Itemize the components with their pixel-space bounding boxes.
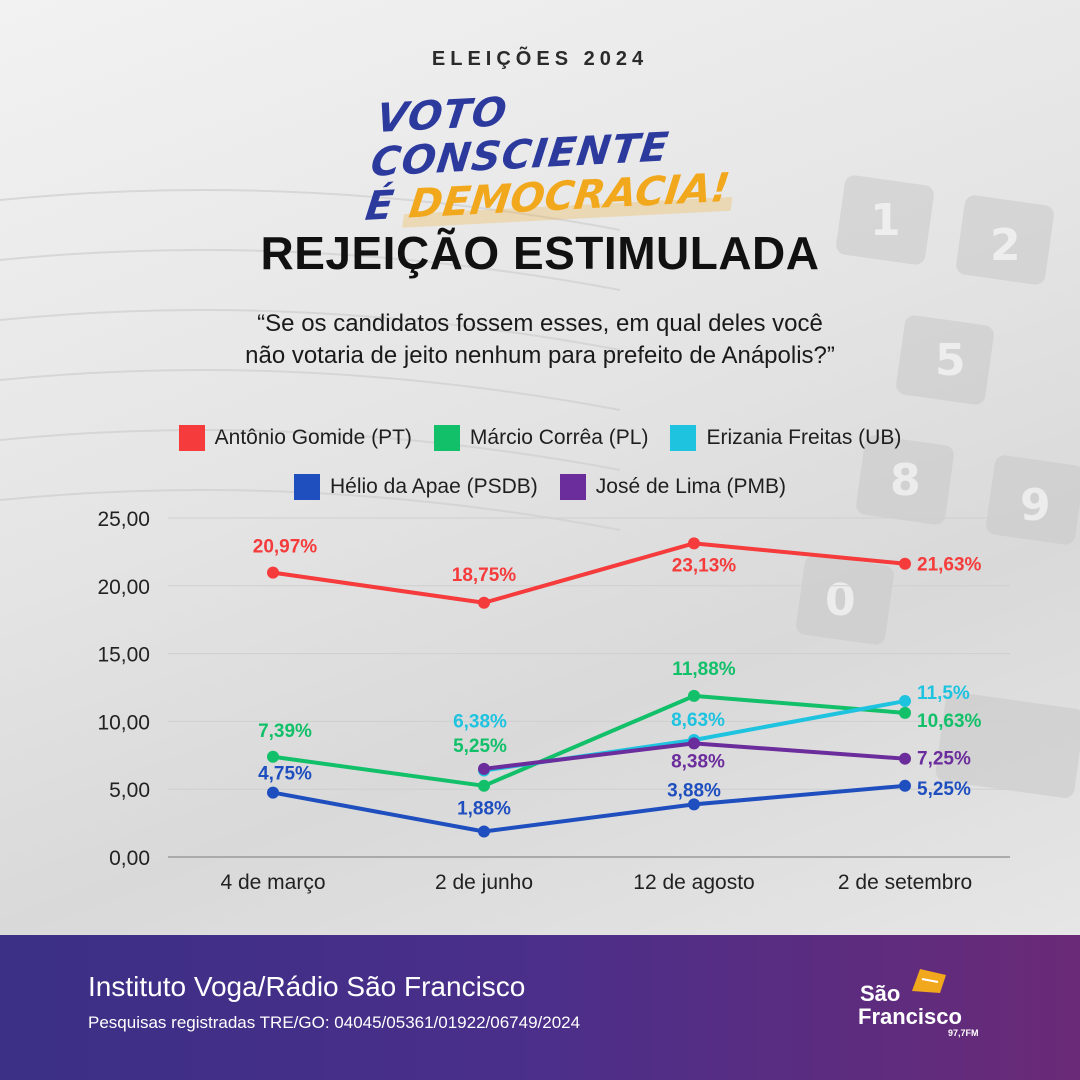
y-tick-label: 15,00 xyxy=(97,644,150,667)
data-label: 11,88% xyxy=(672,659,735,680)
slogan-e: É xyxy=(362,182,397,230)
data-point xyxy=(899,779,911,792)
data-label: 8,38% xyxy=(671,751,725,772)
data-point xyxy=(478,825,490,838)
x-tick-label: 12 de agosto xyxy=(633,871,754,894)
legend-item: Erizania Freitas (UB) xyxy=(670,425,901,451)
legend-item: Hélio da Apae (PSDB) xyxy=(293,474,538,500)
data-label: 4,75% xyxy=(258,764,312,785)
legend-label: Erizania Freitas (UB) xyxy=(706,426,902,449)
data-point xyxy=(688,537,700,550)
legend-swatch xyxy=(559,474,586,500)
series-line xyxy=(272,693,906,788)
svg-text:5: 5 xyxy=(935,335,966,386)
data-label: 7,25% xyxy=(917,749,971,770)
data-label: 18,75% xyxy=(452,565,517,586)
data-point xyxy=(478,779,490,792)
line-chart: 0,00 5,00 10,00 15,00 20,00 25,00 4 de março 2 … xyxy=(97,508,1010,894)
y-tick-label: 25,00 xyxy=(97,508,150,531)
page-title: REJEIÇÃO ESTIMULADA xyxy=(260,227,820,279)
legend-label: Márcio Corrêa (PL) xyxy=(469,426,649,449)
registration-text: Pesquisas registradas TRE/GO: 04045/0536… xyxy=(88,1013,581,1032)
svg-text:9: 9 xyxy=(1020,480,1051,531)
slogan-logo: VOTO CONSCIENTE É DEMOCRACIA! xyxy=(362,79,737,237)
legend-label: José de Lima (PMB) xyxy=(595,475,786,498)
logo-line1: São xyxy=(860,981,901,1006)
data-point xyxy=(688,798,700,811)
legend-item: José de Lima (PMB) xyxy=(559,474,786,500)
data-label: 5,25% xyxy=(917,779,971,800)
footer-bar: Instituto Voga/Rádio São Francisco Pesqu… xyxy=(0,935,1080,1080)
legend-row2: Hélio da Apae (PSDB) José de Lima (PMB) xyxy=(0,474,1080,500)
series-line xyxy=(272,541,906,605)
legend-item: Márcio Corrêa (PL) xyxy=(433,425,649,451)
data-point xyxy=(688,689,700,702)
legend-swatch xyxy=(293,474,320,500)
y-tick-label: 20,00 xyxy=(97,576,150,599)
data-label: 21,63% xyxy=(917,555,982,576)
data-point xyxy=(478,762,490,775)
data-point xyxy=(688,737,700,750)
question-line2: não votaria de jeito nenhum para prefeit… xyxy=(245,342,835,369)
series-line xyxy=(272,783,906,834)
eyebrow-label: ELEIÇÕES 2024 xyxy=(431,48,649,70)
legend-swatch xyxy=(670,425,697,451)
question-line1: “Se os candidatos fossem esses, em qual … xyxy=(257,310,823,337)
radio-logo: São Francisco 97,7FM xyxy=(858,965,988,1045)
logo-frequency: 97,7FM xyxy=(948,1028,979,1038)
y-tick-label: 0,00 xyxy=(109,847,150,870)
data-label: 8,63% xyxy=(671,710,725,731)
data-point xyxy=(267,786,279,799)
svg-text:8: 8 xyxy=(890,455,921,506)
x-tick-label: 2 de junho xyxy=(435,871,533,894)
data-label: 7,39% xyxy=(258,721,312,742)
data-point xyxy=(899,752,911,765)
svg-text:1: 1 xyxy=(870,195,901,246)
survey-question: “Se os candidatos fossem esses, em qual … xyxy=(0,308,1080,372)
data-label: 6,38% xyxy=(453,711,507,732)
data-label: 20,97% xyxy=(253,537,318,558)
x-tick-label: 4 de março xyxy=(220,871,325,894)
data-point xyxy=(899,695,911,708)
data-label: 11,5% xyxy=(917,683,970,704)
legend-label: Hélio da Apae (PSDB) xyxy=(329,475,538,498)
svg-text:0: 0 xyxy=(825,575,856,626)
data-point xyxy=(267,566,279,579)
legend-swatch xyxy=(433,425,460,451)
data-label: 3,88% xyxy=(667,780,721,801)
svg-text:2: 2 xyxy=(990,220,1021,271)
data-point xyxy=(899,557,911,570)
background-photo: 1 2 5 8 9 0 xyxy=(0,0,1080,935)
radio-wave-icon xyxy=(912,969,946,993)
data-label: 10,63% xyxy=(917,711,982,732)
source-text: Instituto Voga/Rádio São Francisco xyxy=(88,971,526,1002)
logo-line2: Francisco xyxy=(858,1004,962,1029)
data-label: 1,88% xyxy=(457,799,511,820)
data-point xyxy=(899,706,911,719)
y-tick-label: 10,00 xyxy=(97,711,150,734)
legend-label: Antônio Gomide (PT) xyxy=(214,426,412,449)
data-point xyxy=(478,596,490,609)
x-tick-label: 2 de setembro xyxy=(838,871,972,894)
y-tick-label: 5,00 xyxy=(109,779,150,802)
legend-item: Antônio Gomide (PT) xyxy=(178,425,412,451)
legend-swatch xyxy=(178,425,205,451)
data-label: 23,13% xyxy=(672,555,737,576)
legend-row1: Antônio Gomide (PT) Márcio Corrêa (PL) E… xyxy=(0,425,1080,451)
data-point xyxy=(267,750,279,763)
data-label: 5,25% xyxy=(453,736,507,757)
